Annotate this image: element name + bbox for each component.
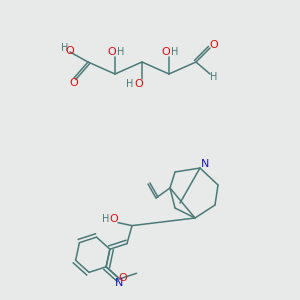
Text: H: H — [102, 214, 110, 224]
Text: O: O — [210, 40, 218, 50]
Text: O: O — [162, 47, 170, 57]
Text: O: O — [110, 214, 118, 224]
Text: N: N — [201, 159, 209, 169]
Text: O: O — [66, 46, 74, 56]
Text: H: H — [210, 72, 218, 82]
Text: H: H — [126, 79, 134, 89]
Text: O: O — [70, 78, 78, 88]
Text: O: O — [135, 79, 143, 89]
Text: H: H — [171, 47, 179, 57]
Text: H: H — [117, 47, 125, 57]
Text: O: O — [118, 272, 127, 283]
Text: H: H — [61, 43, 69, 53]
Text: N: N — [115, 278, 124, 288]
Text: O: O — [108, 47, 116, 57]
